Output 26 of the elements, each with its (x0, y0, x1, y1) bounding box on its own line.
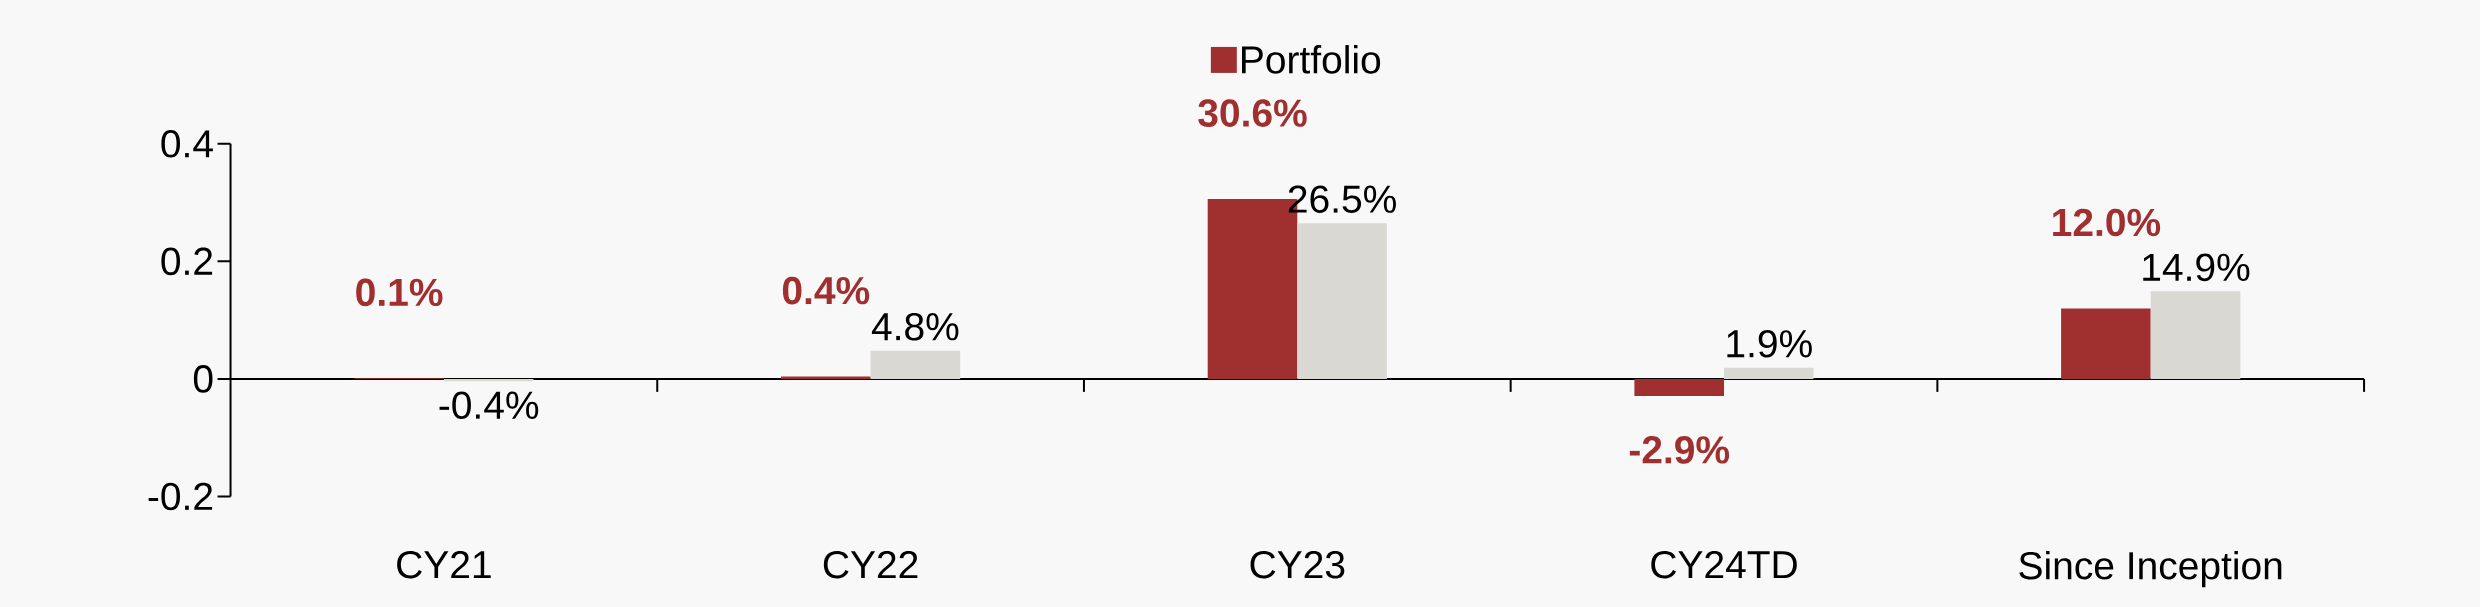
y-tick-label: -0.2 (148, 482, 213, 511)
legend-label: Portfolio (1242, 44, 1381, 74)
x-tick-label: CY23 (1250, 550, 1345, 579)
data-label: 0.4% (782, 276, 870, 305)
y-tick-label: 0.2 (161, 247, 213, 275)
x-tick-label: CY22 (823, 550, 918, 579)
x-tick-label: CY21 (397, 550, 491, 579)
bar (1297, 223, 1387, 379)
data-label: 0.1% (356, 278, 443, 307)
data-label: 12.0% (2053, 208, 2161, 237)
data-label: 26.5% (1288, 185, 1396, 213)
bar (1634, 378, 1725, 396)
data-label: 14.9% (2143, 253, 2250, 281)
bar (2061, 308, 2151, 379)
y-tick-label: 0.4 (161, 129, 213, 158)
y-tick-label: 0 (193, 364, 213, 393)
x-tick-label: Since Inception (2019, 550, 2282, 588)
x-tick-label: CY24TD (1651, 550, 1797, 579)
bar (2150, 291, 2241, 379)
data-label: 1.9% (1727, 329, 1812, 358)
data-label: 4.8% (871, 312, 959, 341)
data-label: -2.9% (1629, 435, 1730, 464)
bar (870, 350, 961, 379)
bar (1724, 367, 1814, 379)
data-label: 30.6% (1198, 99, 1307, 127)
data-label: -0.4% (439, 391, 539, 419)
